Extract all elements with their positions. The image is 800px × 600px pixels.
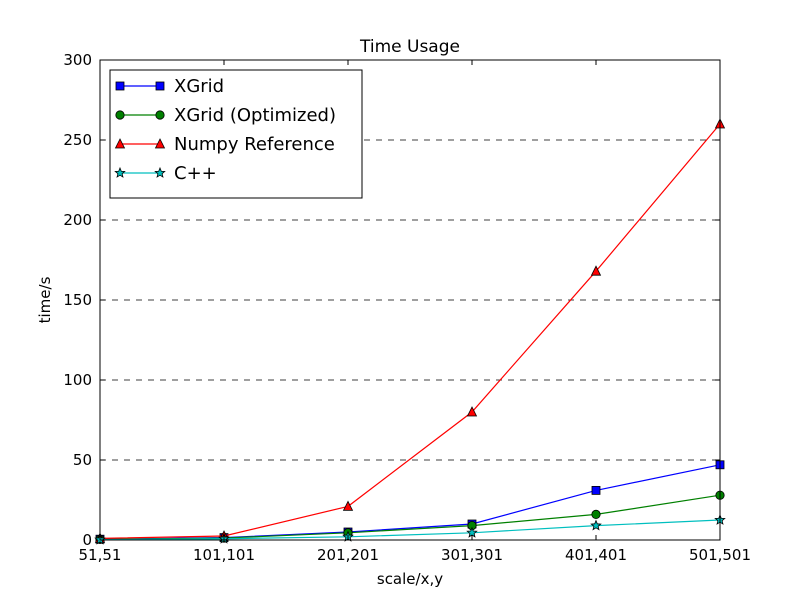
y-tick-label: 150 (63, 291, 92, 309)
y-tick-label: 250 (63, 131, 92, 149)
x-tick-label: 51,51 (79, 546, 122, 564)
chart-title: Time Usage (359, 37, 460, 57)
axis-ticks: 0 50 100 150 200 250 300 51,51 101,101 201,201 301… (63, 51, 751, 564)
x-axis-label: scale/x,y (377, 570, 443, 588)
x-tick-label: 301,301 (441, 546, 503, 564)
y-tick-label: 300 (63, 51, 92, 69)
data-point (342, 500, 354, 511)
y-tick-label: 50 (73, 451, 92, 469)
x-tick-label: 101,101 (193, 546, 255, 564)
series-line (99, 464, 721, 540)
legend-label: XGrid (174, 76, 224, 97)
y-axis-label: time/s (36, 276, 54, 323)
x-tick-label: 201,201 (317, 546, 379, 564)
legend-marker (155, 81, 165, 91)
data-point (591, 485, 601, 495)
legend-box (109, 69, 363, 199)
legend-item: Numpy Reference (114, 134, 335, 155)
data-point (591, 509, 601, 520)
data-point (466, 406, 478, 417)
y-tick-label: 200 (63, 211, 92, 229)
series-line (99, 123, 721, 539)
legend-marker (114, 138, 126, 149)
legend-label: Numpy Reference (174, 134, 335, 155)
x-tick-label: 501,501 (689, 546, 751, 564)
legend-label: XGrid (Optimized) (174, 105, 336, 126)
legend-marker (154, 166, 166, 178)
data-point (590, 265, 602, 276)
data-point (590, 519, 602, 531)
series-1 (95, 490, 725, 544)
y-tick-label: 0 (82, 531, 92, 549)
grid-lines (100, 139, 720, 461)
x-tick-label: 401,401 (565, 546, 627, 564)
legend-marker (115, 110, 125, 120)
legend-marker (114, 166, 126, 178)
legend-item: XGrid (115, 76, 224, 97)
series-line (99, 519, 721, 541)
series-0 (95, 460, 725, 544)
legend-label: C++ (174, 163, 217, 184)
legend-marker (154, 138, 166, 149)
y-tick-label: 100 (63, 371, 92, 389)
legend-marker (115, 81, 125, 91)
legend-item: XGrid (Optimized) (115, 105, 336, 126)
legend-item: C++ (114, 163, 217, 184)
legend: XGrid XGrid (Optimized) Numpy Reference C++ (109, 69, 363, 199)
legend-marker (155, 110, 165, 120)
series-line (99, 494, 721, 540)
